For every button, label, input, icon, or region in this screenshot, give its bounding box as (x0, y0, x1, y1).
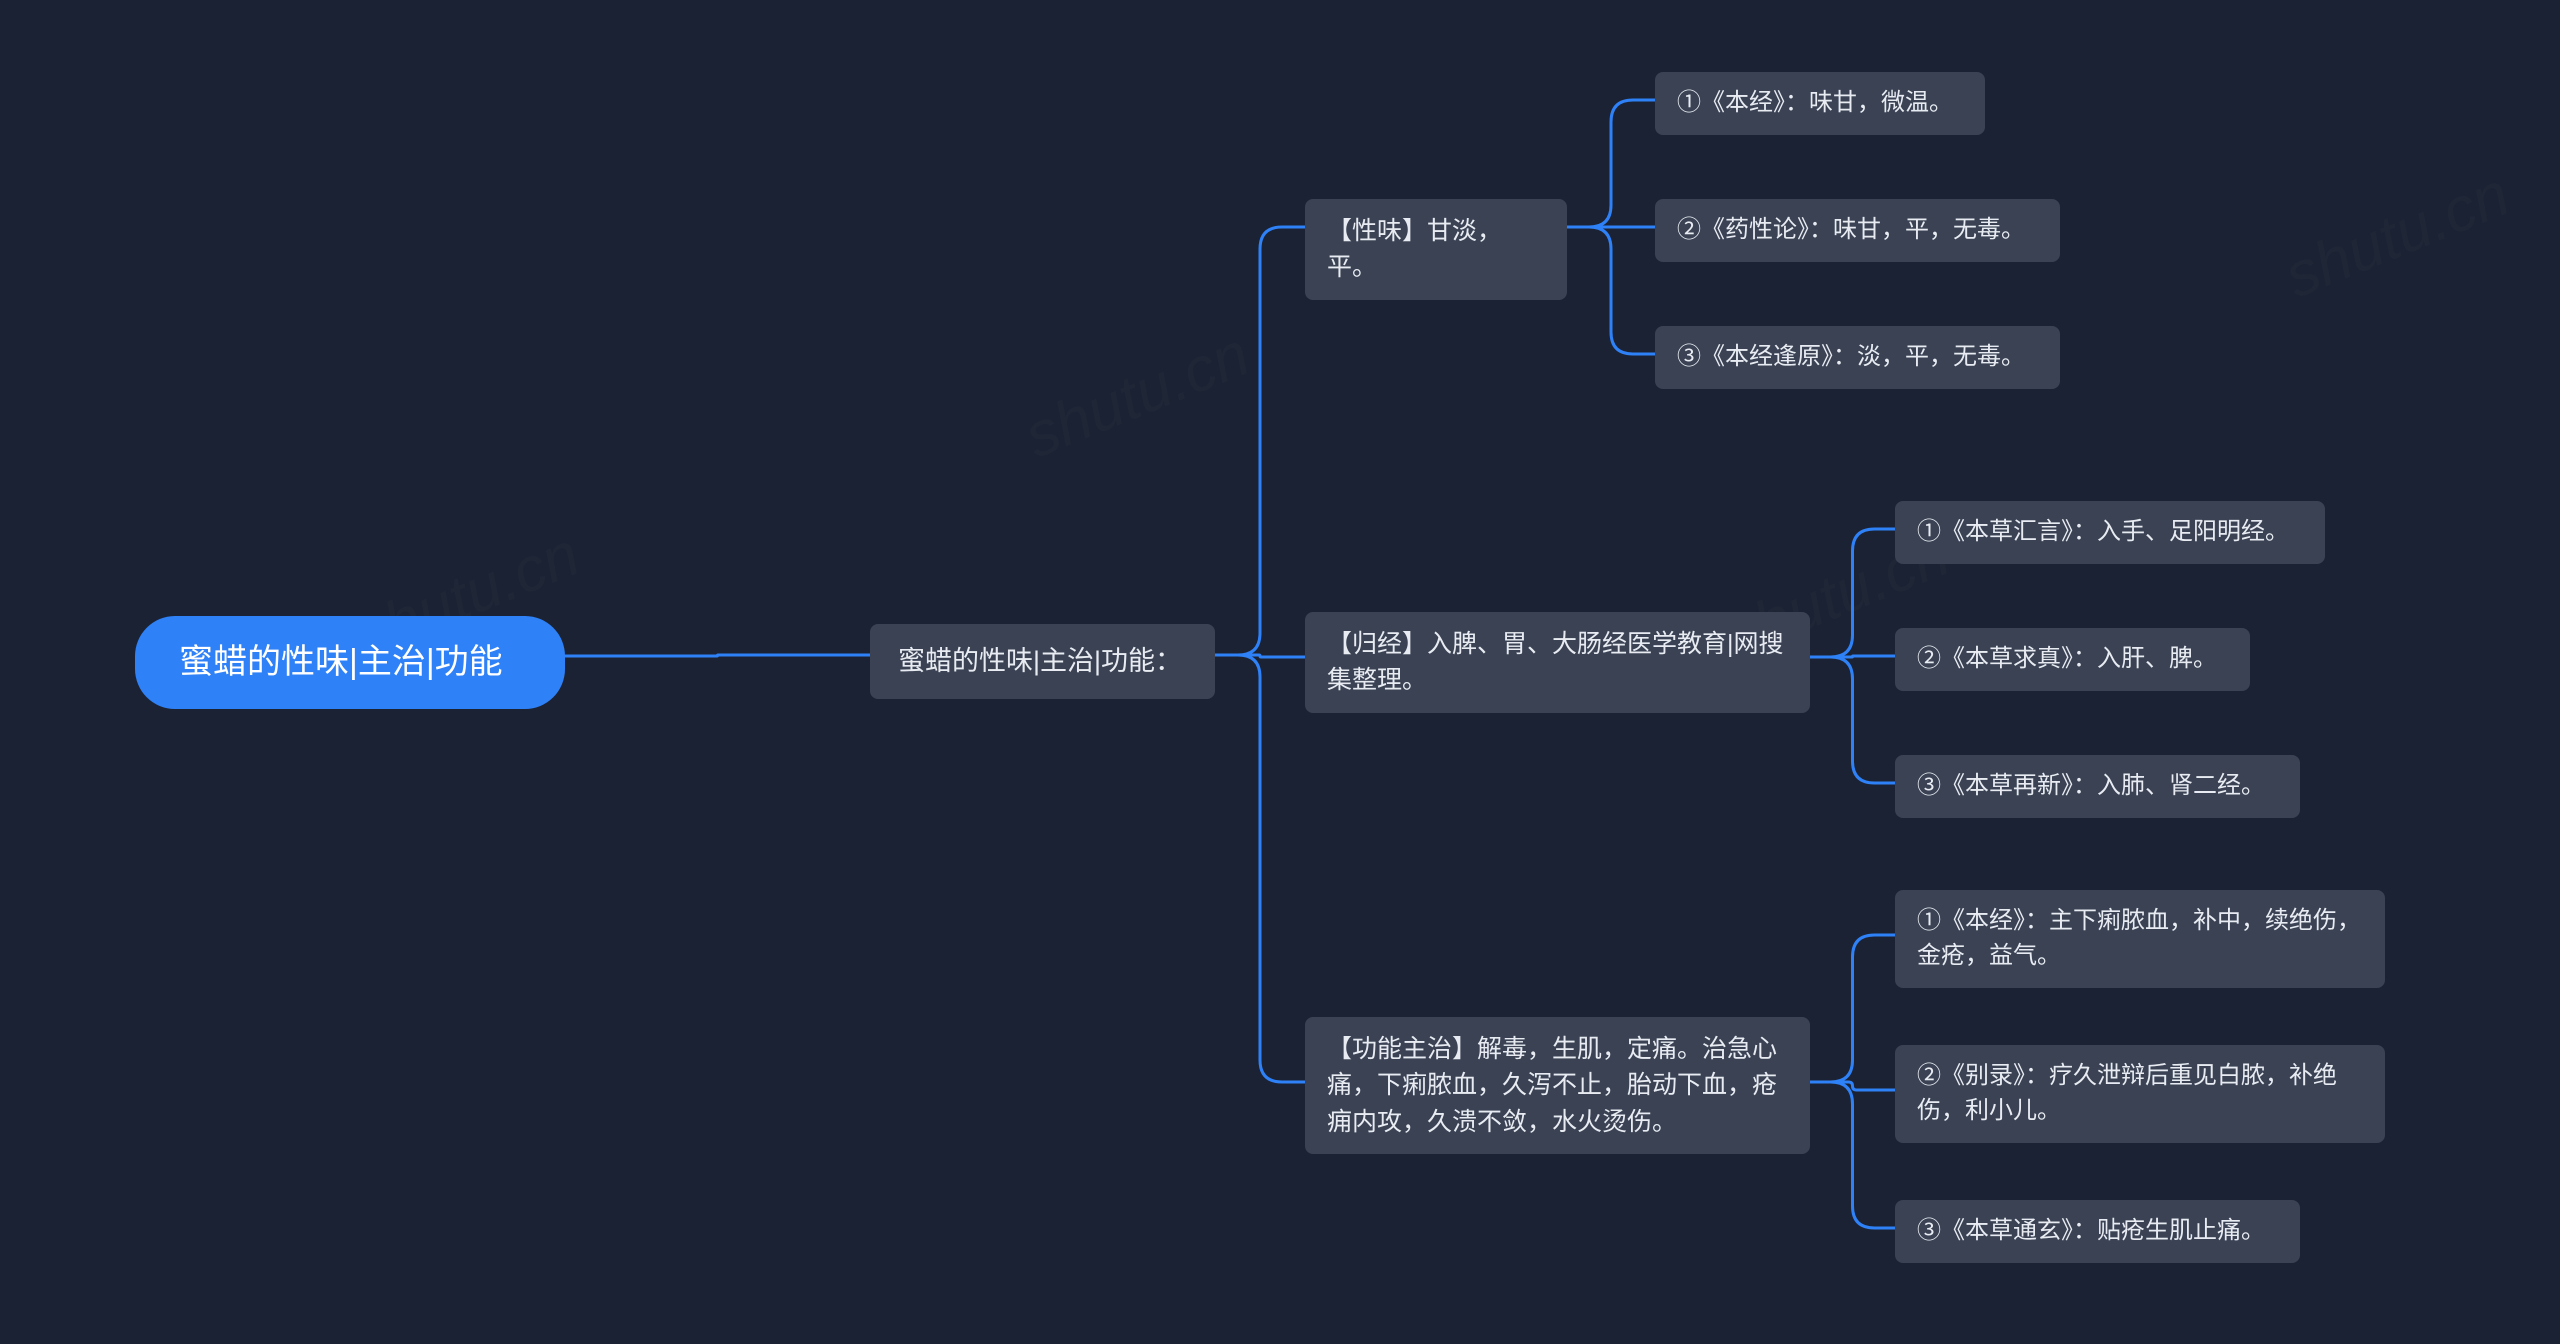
leaf-node[interactable]: ①《本经》：味甘，微温。 (1655, 72, 1985, 135)
branch-node-xingwei[interactable]: 【性味】甘淡，平。 (1305, 199, 1567, 300)
watermark: shutu.cn (2275, 159, 2519, 313)
watermark: shutu.cn (1015, 319, 1259, 473)
leaf-node[interactable]: ②《本草求真》：入肝、脾。 (1895, 628, 2250, 691)
leaf-node[interactable]: ②《别录》：疗久泄辩后重见白脓，补绝伤，利小儿。 (1895, 1045, 2385, 1143)
leaf-node[interactable]: ①《本草汇言》：入手、足阳明经。 (1895, 501, 2325, 564)
leaf-node[interactable]: ②《药性论》：味甘，平，无毒。 (1655, 199, 2060, 262)
branch-node-gongneng[interactable]: 【功能主治】解毒，生肌，定痛。治急心痛，下痢脓血，久泻不止，胎动下血，疮痈内攻，… (1305, 1017, 1810, 1154)
root-node[interactable]: 蜜蜡的性味|主治|功能 (135, 616, 565, 709)
leaf-node[interactable]: ③《本草再新》：入肺、肾二经。 (1895, 755, 2300, 818)
mindmap-canvas: shutu.cn shutu.cn shutu.cn shutu.cn 蜜蜡的性… (0, 0, 2560, 1344)
leaf-node[interactable]: ①《本经》：主下痢脓血，补中，续绝伤，金疮，益气。 (1895, 890, 2385, 988)
branch-node-guijing[interactable]: 【归经】入脾、胃、大肠经医学教育|网搜集整理。 (1305, 612, 1810, 713)
leaf-node[interactable]: ③《本草通玄》：贴疮生肌止痛。 (1895, 1200, 2300, 1263)
leaf-node[interactable]: ③《本经逢原》：淡，平，无毒。 (1655, 326, 2060, 389)
lvl1-node[interactable]: 蜜蜡的性味|主治|功能： (870, 624, 1215, 699)
